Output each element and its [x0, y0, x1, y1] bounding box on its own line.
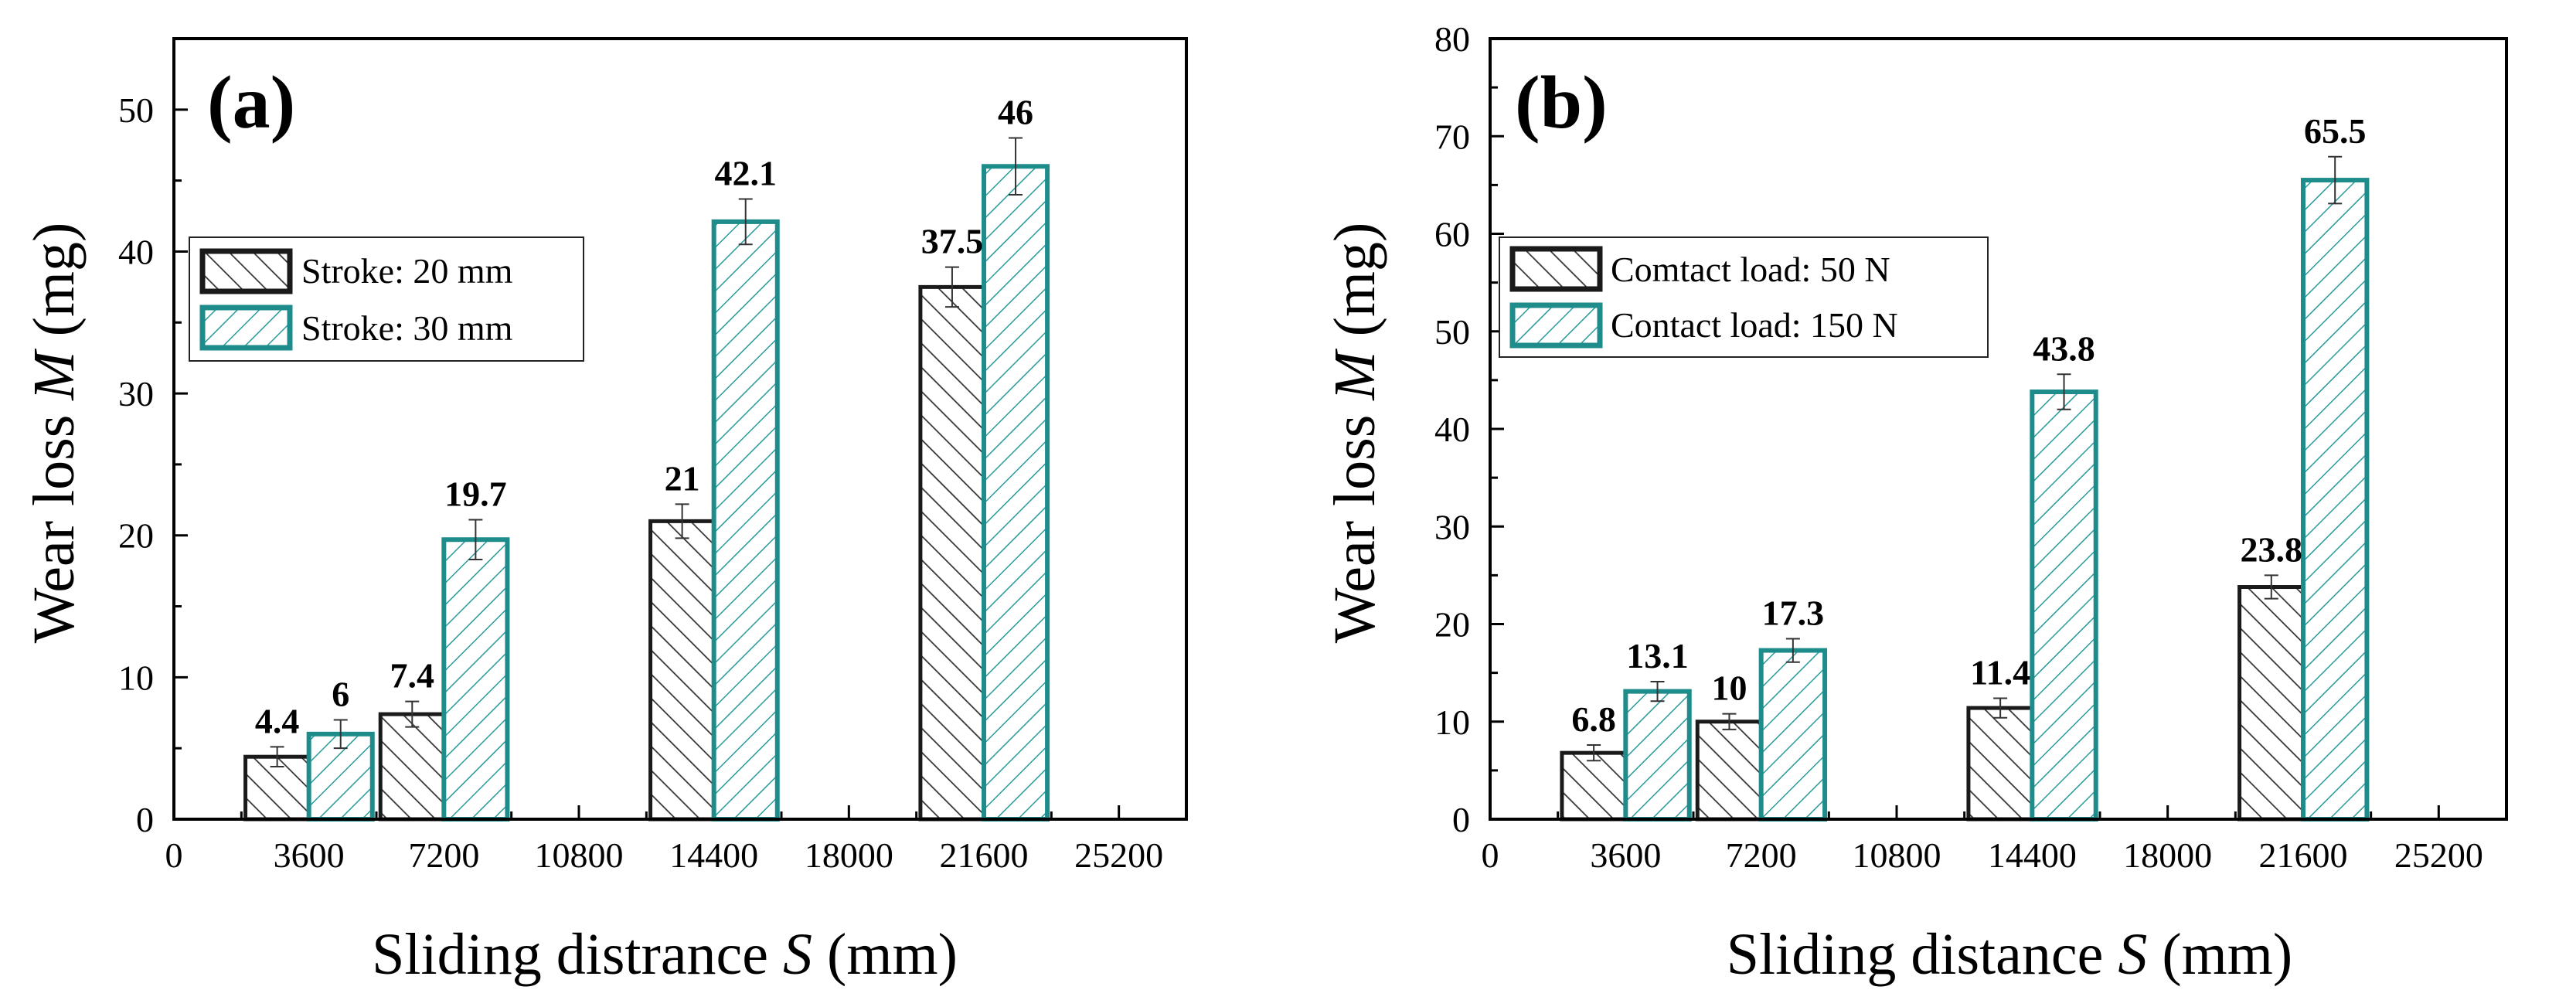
- y-tick-label: 50: [118, 90, 154, 130]
- panel-b-bar-labels: 6.8 10 11.4 23.8 13.1 17.3 43.8 65.5: [1571, 111, 2366, 739]
- panel-b-x-axis-title: Sliding distance S (mm): [1727, 922, 2292, 987]
- bar-value-label: 21: [665, 458, 700, 498]
- panel-b-legend-swatch-black: [1509, 246, 1603, 292]
- panel-b-ytick-labels: 0 10 20 30 40 50 60 70 80: [1434, 19, 1470, 839]
- panel-a-chart: (a) 0 3600 7200 10800 14400 18000 21600 25200 0…: [22, 37, 1188, 987]
- y-tick-label: 0: [136, 800, 154, 839]
- bar-value-label: 10: [1711, 668, 1747, 708]
- bar-teal: [982, 164, 1050, 822]
- bar-value-label: 17.3: [1762, 593, 1825, 632]
- bar-black: [918, 284, 986, 822]
- y-tick-label: 60: [1434, 215, 1470, 254]
- panel-a-bar-labels: 4.4 7.4 21 37.5 6 19.7 42.1 46: [255, 93, 1033, 741]
- bar-teal: [441, 537, 510, 822]
- bar-teal: [2030, 390, 2098, 822]
- panel-b-legend: Comtact load: 50 N Contact load: 150 N: [1499, 236, 1989, 358]
- panel-a-plot-frame: [172, 37, 1188, 821]
- bar-value-label: 6: [332, 674, 349, 713]
- y-tick-label: 30: [1434, 507, 1470, 546]
- panel-b-bars: [1560, 178, 2370, 822]
- bar-value-label: 11.4: [1970, 652, 2030, 692]
- bar-black: [2237, 585, 2305, 822]
- bar-value-label: 37.5: [921, 222, 984, 261]
- panel-a-ytick-labels: 0 10 20 30 40 50: [118, 90, 154, 839]
- bar-black: [1560, 750, 1628, 822]
- panel-b-letter: (b): [1515, 61, 1608, 145]
- bar-value-label: 19.7: [444, 475, 507, 514]
- panel-b-chart: (b) 0 3600 7200 10800 14400 18000 21600 25200 0…: [1322, 19, 2508, 987]
- y-tick-label: 0: [1452, 800, 1470, 839]
- bar-teal: [1758, 648, 1828, 822]
- bar-value-label: 65.5: [2304, 111, 2367, 151]
- bar-value-label: 46: [998, 93, 1033, 132]
- y-tick-label: 30: [118, 374, 154, 413]
- bar-value-label: 42.1: [714, 154, 777, 193]
- x-tick-label: 7200: [408, 835, 479, 875]
- panel-a-legend: Stroke: 20 mm Stroke: 30 mm: [189, 236, 584, 362]
- x-tick-label: 10800: [535, 835, 624, 875]
- bar-teal: [711, 219, 780, 822]
- bar-black: [1966, 706, 2034, 822]
- x-tick-label: 3600: [274, 835, 345, 875]
- y-tick-label: 40: [1434, 410, 1470, 449]
- bar-value-label: 23.8: [2241, 529, 2303, 569]
- panel-a-xtick-labels: 0 3600 7200 10800 14400 18000 21600 25200: [165, 835, 1164, 875]
- panel-b-xtick-labels: 0 3600 7200 10800 14400 18000 21600 25200: [1482, 835, 2483, 875]
- bar-black: [1695, 720, 1764, 822]
- x-tick-label: 14400: [669, 835, 758, 875]
- x-tick-label: 21600: [2259, 835, 2348, 875]
- y-tick-label: 80: [1434, 19, 1470, 59]
- panel-b-plot-frame: [1489, 37, 2508, 821]
- y-tick-label: 40: [118, 232, 154, 271]
- panel-a-letter: (a): [207, 61, 295, 145]
- bar-teal: [2301, 178, 2370, 822]
- x-tick-label: 3600: [1590, 835, 1661, 875]
- x-tick-label: 0: [1482, 835, 1499, 875]
- bar-value-label: 4.4: [255, 701, 300, 740]
- panel-a-legend-label-teal: Stroke: 30 mm: [301, 308, 513, 348]
- panel-a-legend-swatch-teal: [199, 304, 293, 351]
- x-tick-label: 7200: [1726, 835, 1797, 875]
- y-tick-label: 20: [118, 516, 154, 556]
- x-tick-label: 10800: [1853, 835, 1941, 875]
- bar-value-label: 7.4: [390, 656, 435, 696]
- y-tick-label: 70: [1434, 117, 1470, 156]
- bar-black: [648, 519, 716, 822]
- bar-teal: [1623, 689, 1692, 822]
- bar-black: [378, 712, 446, 822]
- bar-value-label: 13.1: [1626, 636, 1689, 675]
- panel-b-legend-swatch-teal: [1509, 302, 1603, 349]
- x-tick-label: 14400: [1988, 835, 2077, 875]
- y-tick-label: 50: [1434, 312, 1470, 352]
- x-tick-label: 25200: [2394, 835, 2483, 875]
- x-tick-label: 0: [165, 835, 183, 875]
- panel-a-y-axis-title: Wear loss M (mg): [22, 223, 87, 644]
- panel-b-legend-label-teal: Contact load: 150 N: [1611, 305, 1898, 345]
- y-tick-label: 10: [1434, 703, 1470, 742]
- panel-b-errorbars: [1587, 155, 2343, 762]
- panel-b-legend-label-black: Comtact load: 50 N: [1611, 250, 1890, 289]
- bar-value-label: 43.8: [2033, 328, 2095, 368]
- panel-a-errorbars: [270, 137, 1023, 768]
- bar-value-label: 6.8: [1571, 699, 1616, 739]
- y-tick-label: 20: [1434, 605, 1470, 645]
- y-tick-label: 10: [118, 658, 154, 697]
- panel-a-x-axis-title: Sliding distrance S (mm): [372, 922, 958, 987]
- x-tick-label: 18000: [2123, 835, 2212, 875]
- x-tick-label: 21600: [940, 835, 1029, 875]
- x-tick-label: 18000: [805, 835, 893, 875]
- panel-a-legend-swatch-black: [199, 248, 293, 294]
- panel-a-legend-label-black: Stroke: 20 mm: [301, 251, 513, 291]
- x-tick-label: 25200: [1074, 835, 1163, 875]
- panel-b-y-axis-title: Wear loss M (mg): [1322, 223, 1387, 644]
